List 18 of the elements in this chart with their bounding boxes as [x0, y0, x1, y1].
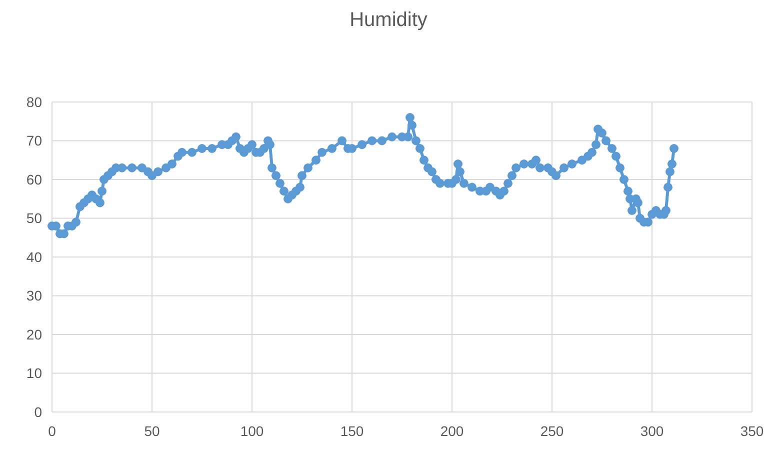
y-tick-label: 0: [34, 404, 42, 420]
y-tick-label: 60: [26, 171, 42, 188]
y-tick-label: 80: [26, 94, 42, 110]
x-tick-label: 150: [340, 423, 364, 439]
y-tick-label: 20: [26, 326, 42, 342]
x-tick-label: 350: [740, 423, 764, 439]
x-tick-label: 100: [240, 423, 264, 439]
y-tick-label: 70: [26, 132, 42, 149]
x-tick-label: 50: [144, 423, 160, 439]
x-tick-label: 0: [48, 423, 56, 439]
x-tick-label: 300: [640, 423, 664, 439]
x-tick-label: 200: [440, 423, 464, 439]
x-tick-label: 250: [540, 423, 564, 439]
y-tick-label: 30: [26, 288, 42, 304]
chart-title: Humidity: [350, 9, 428, 31]
y-tick-label: 50: [26, 210, 42, 226]
y-tick-label: 40: [26, 248, 42, 265]
y-tick-label: 10: [26, 365, 42, 382]
